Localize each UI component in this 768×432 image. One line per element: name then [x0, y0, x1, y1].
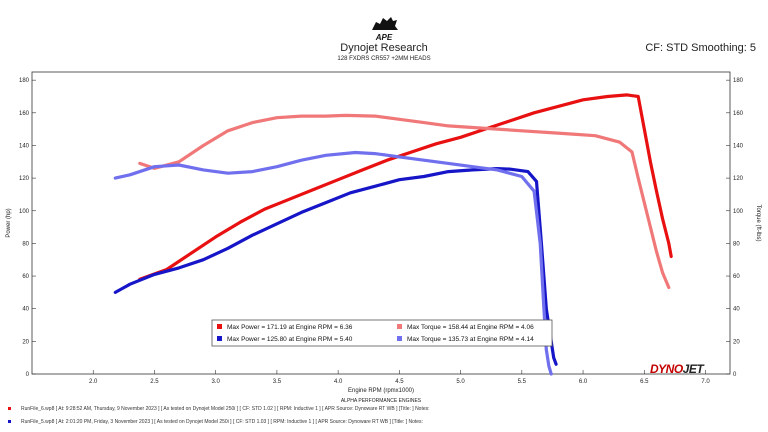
x-tick-label: 2.0: [89, 379, 98, 385]
footer-dot-blue: [8, 420, 11, 424]
legend-label-4: Max Torque = 135.73 at Engine RPM = 4.14: [407, 336, 534, 343]
x-tick-label: 5.5: [518, 379, 527, 385]
logo-text: APE: [375, 33, 393, 42]
y-tick-label-right: 40: [733, 307, 740, 313]
footer-run-2-text: RunFile_5.wp8 [ At: 2:01:20 PM, Friday, …: [21, 419, 423, 425]
legend-swatch-2: [397, 324, 402, 329]
y-tick-label-right: 60: [733, 274, 740, 280]
x-tick-label: 3.5: [273, 379, 282, 385]
x-axis-label: Engine RPM (rpmx1000): [348, 388, 414, 394]
x-tick-label: 6.5: [640, 379, 649, 385]
y-tick-label-right: 80: [733, 241, 740, 247]
brand-part-2: JET: [682, 362, 704, 376]
y-tick-label-left: 140: [19, 143, 30, 149]
y-tick-label-right: 0: [733, 372, 737, 378]
y-axis-right: 0 20 40 60 80 100 120 140 160 180: [726, 78, 744, 378]
series-line-2: [138, 113, 671, 290]
x-tick-label: 6.0: [579, 379, 588, 385]
dynojet-brand-logo: DYNOJET: [650, 362, 704, 376]
x-tick-label: 2.5: [150, 379, 159, 385]
x-tick-label: 5.0: [456, 379, 465, 385]
y-tick-label-left: 180: [19, 78, 30, 84]
x-axis-sublabel: ALPHA PERFORMANCE ENGINES: [341, 398, 422, 404]
y-tick-label-right: 120: [733, 176, 744, 182]
y-tick-label-right: 20: [733, 339, 740, 345]
chart-title: Dynojet Research: [340, 42, 428, 54]
y-tick-label-left: 80: [22, 241, 29, 247]
x-tick-label: 3.0: [212, 379, 221, 385]
y-tick-label-right: 140: [733, 143, 744, 149]
y-tick-label-right: 100: [733, 209, 744, 215]
plot-area: [31, 71, 731, 375]
legend: Max Power = 171.19 at Engine RPM = 6.36 …: [211, 319, 553, 347]
y-tick-label-left: 0: [26, 372, 30, 378]
brand-part-1: DYNO: [650, 362, 683, 376]
legend-label-3: Max Power = 125.80 at Engine RPM = 5.40: [227, 336, 353, 343]
footer-run-1: RunFile_6.wp8 [ At: 9:28:52 AM, Thursday…: [8, 406, 430, 412]
y-tick-label-left: 60: [22, 274, 29, 280]
y-tick-label-left: 20: [22, 339, 29, 345]
y-axis-left: 0 20 40 60 80 100 120 140 160 180: [19, 78, 36, 378]
y-axis-label-right: Torque (ft-lbs): [755, 204, 761, 241]
y-tick-label-right: 180: [733, 78, 744, 84]
y-tick-label-right: 160: [733, 111, 744, 117]
y-tick-label-left: 40: [22, 307, 29, 313]
ape-logo-icon: APE: [366, 12, 402, 42]
legend-swatch-4: [397, 336, 402, 341]
x-tick-label: 4.5: [395, 379, 404, 385]
legend-swatch-3: [217, 336, 222, 341]
series-line-4: [113, 150, 553, 376]
series-group: [113, 93, 673, 376]
cf-smoothing-label: CF: STD Smoothing: 5: [645, 42, 756, 54]
chart-subtitle: 128 FXDRS CR557 +2MM HEADS: [337, 56, 431, 62]
y-tick-label-left: 160: [19, 111, 30, 117]
y-tick-label-left: 100: [19, 209, 30, 215]
y-axis-label-left: Power (hp): [6, 208, 12, 237]
legend-box: [211, 319, 553, 347]
legend-swatch-1: [217, 324, 222, 329]
footer-dot-red: [8, 407, 11, 411]
legend-label-2: Max Torque = 158.44 at Engine RPM = 4.06: [407, 324, 534, 331]
x-axis: 2.0 2.5 3.0 3.5 4.0 4.5 5.0 5.5 6.0 6.5 7.0: [89, 370, 710, 385]
y-tick-label-left: 120: [19, 176, 30, 182]
legend-label-1: Max Power = 171.19 at Engine RPM = 6.36: [227, 324, 353, 331]
footer-run-1-text: RunFile_6.wp8 [ At: 9:28:52 AM, Thursday…: [21, 406, 430, 412]
series-line-1: [138, 93, 673, 281]
footer-run-2: RunFile_5.wp8 [ At: 2:01:20 PM, Friday, …: [8, 419, 423, 425]
x-tick-label: 7.0: [701, 379, 710, 385]
x-tick-label: 4.0: [334, 379, 343, 385]
